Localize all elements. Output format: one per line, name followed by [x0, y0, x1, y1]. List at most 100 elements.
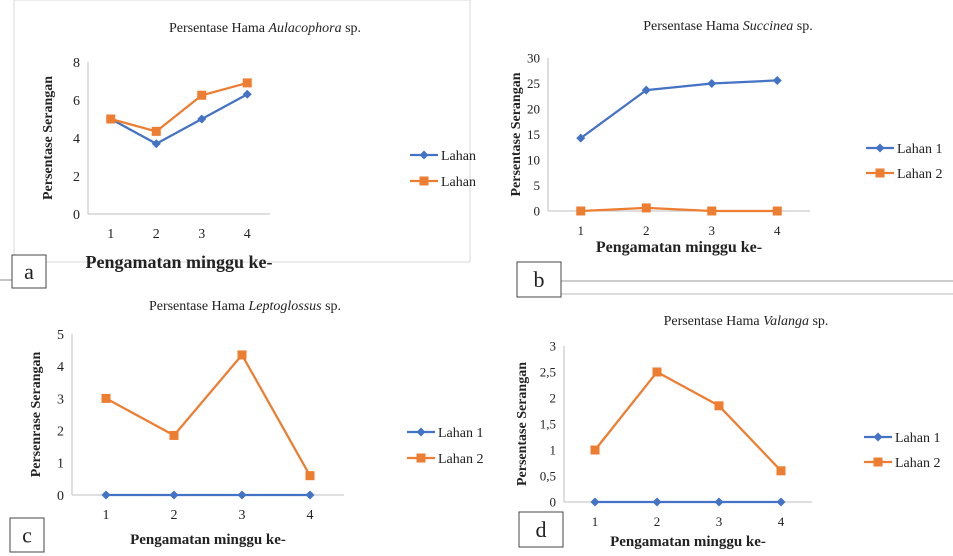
data-point-marker: [197, 91, 206, 100]
legend-label: Lahan: [441, 175, 476, 190]
data-point-marker: [238, 350, 247, 359]
data-point-marker: [773, 76, 782, 85]
chart-title-part: Persentase Hama: [643, 19, 743, 34]
x-tick-label: 4: [778, 514, 785, 529]
y-tick-label: 6: [73, 94, 80, 109]
chart-title-part: Persentase Hama: [664, 314, 764, 329]
data-point-marker: [576, 207, 585, 216]
x-tick-label: 4: [307, 508, 314, 523]
chart-title-part: sp.: [322, 299, 341, 314]
y-tick-label: 2,5: [540, 365, 556, 380]
data-point-marker: [152, 139, 161, 148]
series-line-1: [111, 94, 248, 143]
chart-title-part: Persentase Hama: [149, 299, 249, 314]
y-tick-label: 0: [550, 495, 557, 510]
chart-title-part: sp.: [793, 19, 812, 34]
panel-label: d: [536, 517, 547, 542]
chart-title-part: Leptoglossus: [247, 299, 322, 314]
chart-frame: [14, 0, 470, 262]
y-tick-label: 5: [57, 328, 64, 343]
series-line-2: [595, 372, 781, 471]
legend-swatch-marker: [420, 177, 429, 186]
x-axis-label: Pengamatan minggu ke-: [596, 239, 762, 256]
y-tick-label: 0: [57, 489, 64, 504]
y-tick-label: 2: [73, 170, 80, 185]
data-point-marker: [197, 115, 206, 124]
data-point-marker: [707, 207, 716, 216]
chart-title: Persentase Hama Valanga sp.: [664, 314, 829, 329]
chart-panel-c: Persentase Hama Leptoglossus sp. 0 1 2 3 4 5 1 2…: [10, 299, 483, 552]
panel-label: c: [22, 523, 32, 548]
data-point-marker: [306, 471, 315, 480]
y-tick-label: 0: [534, 204, 541, 219]
panel-label: b: [534, 267, 545, 292]
x-tick-label: 1: [107, 227, 114, 242]
chart-title-part: sp.: [342, 21, 361, 36]
series-line-1: [581, 80, 778, 138]
y-tick-label: 1: [57, 457, 64, 472]
data-point-marker: [777, 498, 786, 507]
x-tick-label: 4: [774, 223, 781, 238]
y-tick-label: 5: [534, 178, 541, 193]
legend-label: Lahan 2: [895, 456, 940, 471]
series-line-2: [111, 83, 248, 131]
series-line-2: [581, 208, 778, 211]
data-point-marker: [238, 491, 247, 500]
legend-label: Lahan 2: [897, 167, 942, 182]
data-point-marker: [591, 446, 600, 455]
data-point-marker: [642, 203, 651, 212]
x-tick-label: 3: [198, 227, 205, 242]
data-point-marker: [653, 368, 662, 377]
y-axis-label: Persentase Serangan: [41, 76, 56, 200]
x-tick-label: 1: [592, 514, 599, 529]
chart-panel-a: Persentase Hama Aulacophora sp. 0 2 4 6 8 1 2 3 4…: [12, 0, 476, 288]
data-point-marker: [715, 401, 724, 410]
y-tick-label: 2: [550, 391, 557, 406]
legend-swatch-marker: [876, 169, 885, 178]
x-axis-label: Pengamatan minggu ke-: [85, 252, 272, 272]
x-tick-label: 2: [171, 508, 178, 523]
data-point-marker: [170, 431, 179, 440]
chart-panel-b: Persentase Hama Succinea sp. 0 5 10 15 20 25 30…: [509, 19, 942, 297]
chart-title-part: Aulacophora: [267, 21, 341, 36]
data-point-marker: [106, 115, 115, 124]
legend-swatch-marker: [874, 458, 883, 467]
data-point-marker: [306, 491, 315, 500]
y-tick-label: 3: [550, 339, 557, 354]
x-tick-label: 3: [239, 508, 246, 523]
data-point-marker: [102, 394, 111, 403]
x-tick-label: 3: [716, 514, 723, 529]
x-axis-label: Pengamatan minggu ke-: [130, 532, 286, 548]
legend-label: Lahan 1: [438, 426, 483, 441]
series-line-2: [106, 355, 310, 476]
data-point-marker: [243, 90, 252, 99]
chart-title-part: Valanga: [763, 314, 809, 329]
legend-label: Lahan 1: [897, 142, 942, 157]
y-tick-label: 3: [57, 392, 64, 407]
y-tick-label: 10: [527, 153, 540, 168]
chart-title-part: Succinea: [743, 19, 794, 34]
y-tick-label: 15: [527, 127, 540, 142]
chart-panel-d: Persentase Hama Valanga sp. 0 0,5 1 1,5 2 2,5 3…: [515, 314, 940, 550]
y-tick-label: 4: [57, 360, 64, 375]
chart-title-part: Persentase Hama: [169, 21, 269, 36]
panel-label: a: [24, 259, 34, 284]
x-tick-label: 3: [709, 223, 716, 238]
data-point-marker: [773, 207, 782, 216]
y-tick-label: 4: [73, 132, 80, 147]
y-tick-label: 8: [73, 56, 80, 71]
y-tick-label: 0: [73, 208, 80, 223]
y-tick-label: 0,5: [540, 469, 556, 484]
legend-swatch-marker: [420, 151, 429, 160]
data-point-marker: [170, 491, 179, 500]
chart-title: Persentase Hama Succinea sp.: [643, 19, 813, 34]
legend-label: Lahan 1: [895, 431, 940, 446]
legend-swatch-marker: [417, 454, 426, 463]
legend-label: Lahan 2: [438, 452, 483, 467]
x-tick-label: 4: [244, 227, 251, 242]
data-point-marker: [152, 127, 161, 136]
y-tick-label: 2: [57, 425, 64, 440]
x-tick-label: 2: [153, 227, 160, 242]
chart-title: Persentase Hama Aulacophora sp.: [169, 21, 361, 36]
